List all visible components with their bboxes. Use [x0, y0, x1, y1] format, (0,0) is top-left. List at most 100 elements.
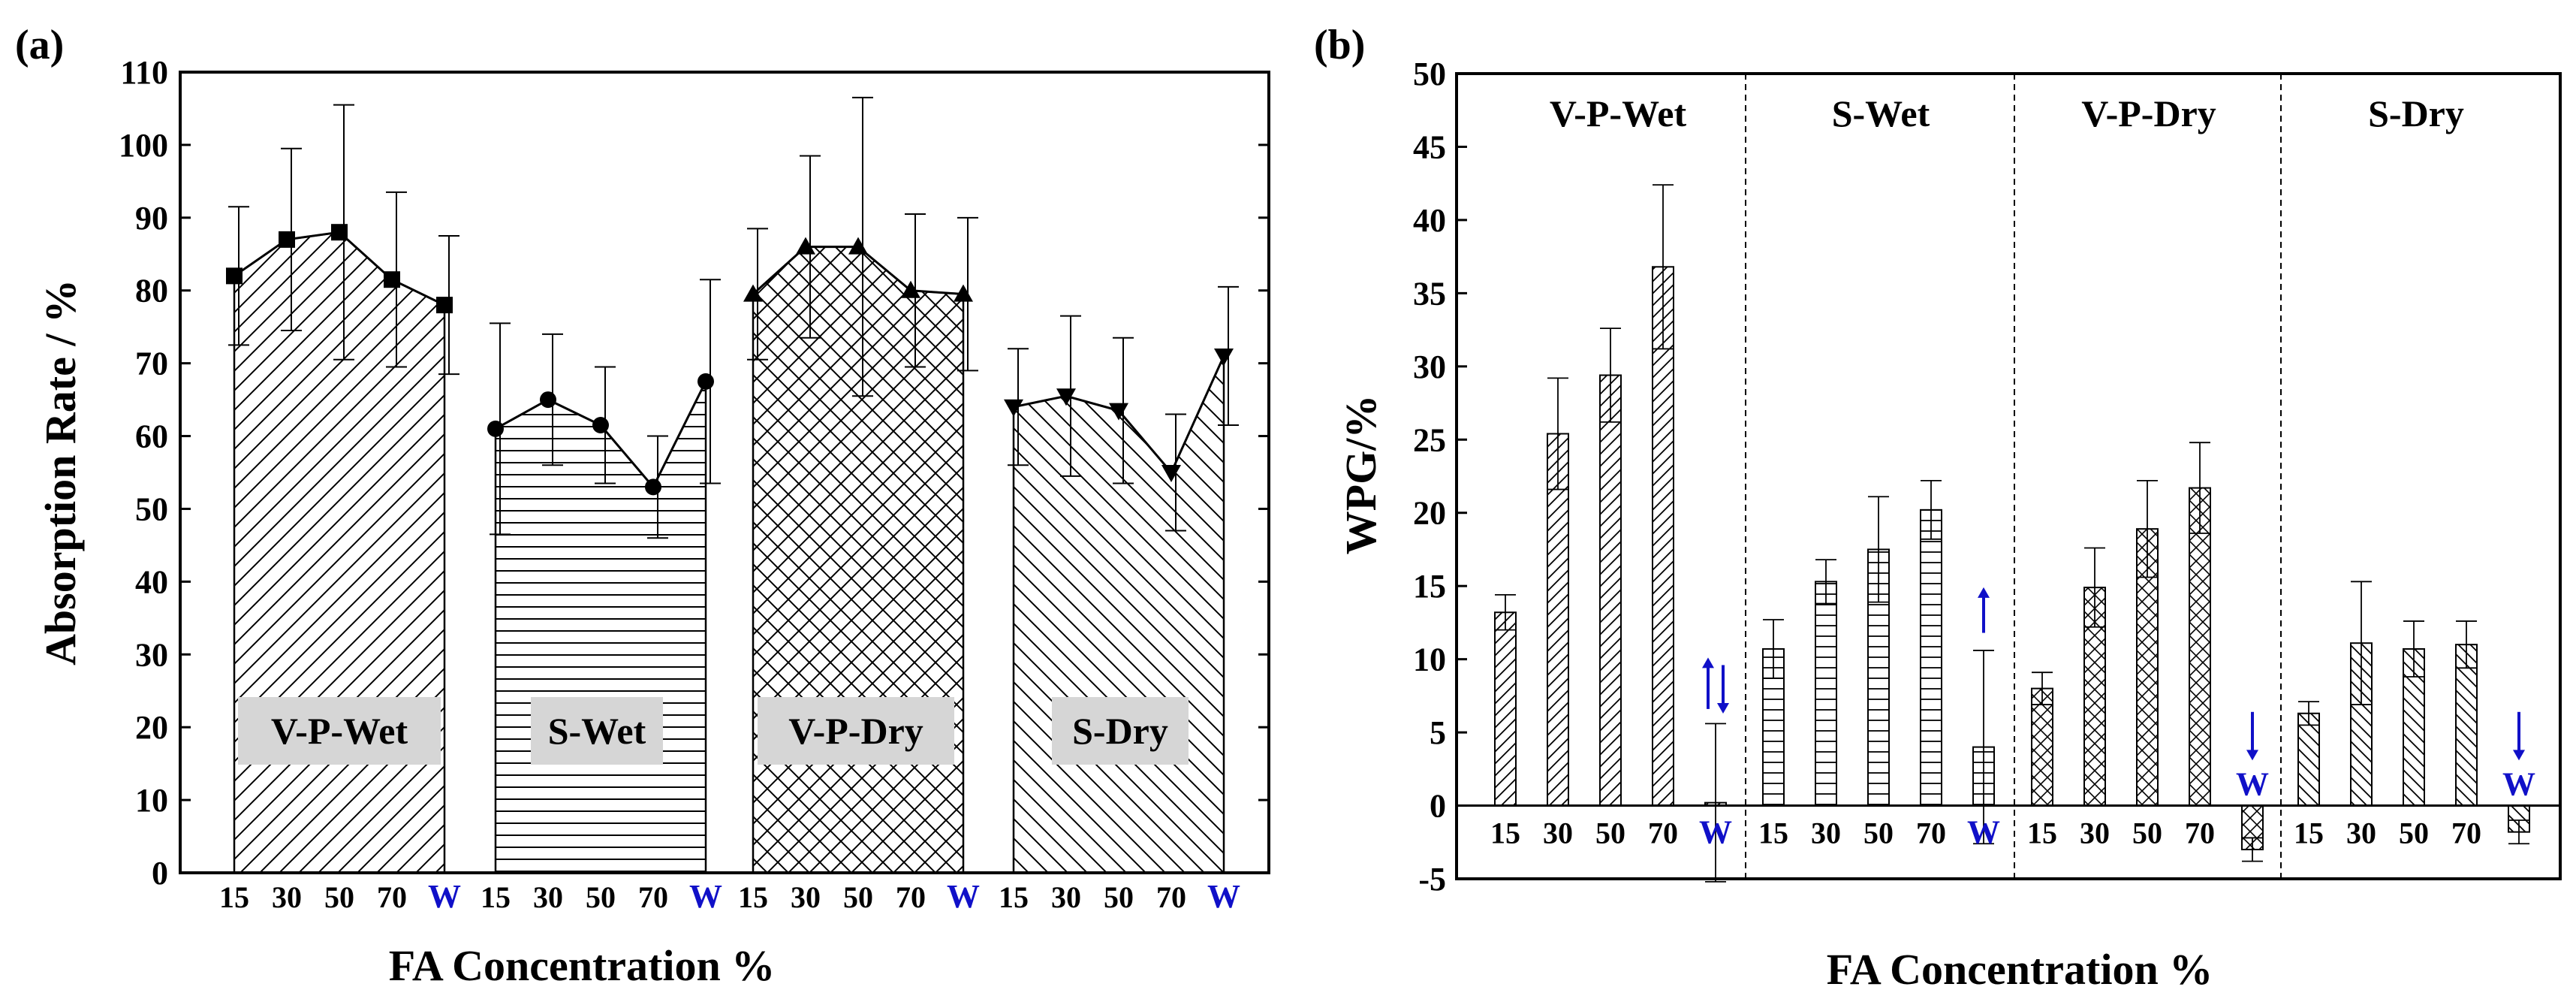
data-point-triangle-up	[954, 284, 973, 302]
y-tick-label: 30	[135, 636, 168, 673]
y-tick-label: 0	[1430, 788, 1446, 825]
area-v-p-dry	[752, 246, 965, 874]
group-label-s-wet: S-Wet	[548, 710, 646, 752]
x-tick-label: 70	[1648, 816, 1678, 850]
x-tick-label: 70	[2185, 816, 2215, 850]
y-tick-label: 10	[1413, 641, 1446, 678]
x-tick-label: W	[689, 878, 722, 915]
group-label-v-p-wet: V-P-Wet	[1550, 92, 1687, 134]
x-tick-label: W	[428, 878, 461, 915]
x-tick-label: 15	[738, 880, 768, 914]
group-label-s-wet: S-Wet	[1832, 92, 1930, 134]
x-tick-label: 50	[843, 880, 873, 914]
y-tick-label: 40	[1413, 202, 1446, 239]
data-point-triangle-down	[1161, 465, 1181, 482]
group-label-s-dry: S-Dry	[2368, 92, 2464, 134]
y-tick-label: 45	[1413, 128, 1446, 165]
group-label-box	[531, 697, 663, 765]
y-tick-label: -5	[1418, 861, 1446, 898]
data-point-triangle-up	[796, 237, 815, 255]
arrow-up-icon	[1702, 657, 1714, 669]
x-tick-label: 30	[1051, 880, 1081, 914]
x-tick-label: 30	[1811, 816, 1841, 850]
data-point-circle	[645, 478, 661, 496]
x-tick-label: 30	[2080, 816, 2110, 850]
plot-frame	[1455, 72, 2562, 880]
y-tick-label: 5	[1430, 714, 1446, 751]
x-tick-label-w: W	[2502, 766, 2535, 803]
arrow-down-icon	[2246, 750, 2258, 761]
x-tick-label: 30	[1543, 816, 1573, 850]
bar	[2455, 644, 2478, 807]
data-point-triangle-up	[848, 237, 868, 255]
y-tick-label: 90	[135, 200, 168, 237]
x-tick-label: 70	[1156, 880, 1186, 914]
panel-b-label: (b)	[1314, 22, 1365, 68]
x-tick-label: 70	[377, 880, 407, 914]
data-point-square	[384, 271, 400, 288]
x-axis-title: FA Concentration %	[1827, 945, 2213, 994]
x-tick-label: W	[1207, 878, 1240, 915]
data-point-square	[226, 267, 243, 285]
y-tick-label: 20	[135, 709, 168, 746]
x-tick-label: 15	[219, 880, 249, 914]
data-point-square	[279, 231, 295, 248]
group-label-box	[758, 697, 954, 765]
arrow-down-icon	[1717, 703, 1729, 714]
y-tick-label: 110	[120, 54, 168, 91]
x-tick-label: 50	[2132, 816, 2162, 850]
x-axis-title: FA Concentration %	[389, 941, 775, 990]
x-tick-label-w: W	[1967, 814, 2000, 851]
bar	[1815, 581, 1837, 807]
x-tick-label: 15	[481, 880, 511, 914]
y-tick-label: 60	[135, 418, 168, 455]
y-tick-label: 80	[135, 273, 168, 309]
arrow-down-icon	[2513, 750, 2525, 761]
group-label-v-p-dry: V-P-Dry	[788, 710, 923, 752]
bar	[2031, 687, 2053, 807]
area-v-p-wet	[233, 231, 446, 874]
data-point-circle	[540, 391, 556, 409]
x-tick-label-w: W	[1699, 814, 1732, 851]
y-tick-label: 35	[1413, 275, 1446, 312]
x-tick-label: 15	[2294, 816, 2324, 850]
data-point-triangle-down	[1214, 348, 1234, 366]
y-tick-label: 0	[152, 855, 168, 892]
arrow-up-icon	[1978, 587, 1990, 598]
y-tick-label: 70	[135, 346, 168, 382]
data-point-triangle-up	[901, 280, 920, 298]
x-tick-label: 50	[1863, 816, 1894, 850]
data-point-circle	[592, 417, 609, 434]
data-point-square	[436, 297, 453, 314]
x-tick-label: 50	[1104, 880, 1134, 914]
x-tick-label: 50	[1595, 816, 1625, 850]
data-point-triangle-up	[743, 284, 763, 302]
y-axis-title: WPG/%	[1336, 395, 1385, 555]
y-tick-label: 25	[1413, 421, 1446, 458]
area-s-dry	[1012, 355, 1225, 874]
x-tick-label: 15	[999, 880, 1029, 914]
group-label-box	[238, 697, 441, 765]
x-tick-label: W	[947, 878, 980, 915]
area-s-wet	[494, 381, 707, 874]
x-tick-label-w: W	[2236, 766, 2269, 803]
y-axis-title: Absorption Rate / %	[36, 279, 85, 665]
x-tick-label: 70	[1916, 816, 1946, 850]
plot-frame	[179, 71, 1270, 874]
y-tick-label: 40	[135, 563, 168, 600]
y-tick-label: 50	[1413, 56, 1446, 92]
x-tick-label: 30	[533, 880, 563, 914]
x-tick-label: 70	[638, 880, 668, 914]
group-label-v-p-dry: V-P-Dry	[2081, 92, 2216, 134]
bar	[2297, 712, 2320, 807]
chart-a: 15 30 50 70 W V-P-Wet 15 30 50 70 W S-Wet 15 30 50 70 W V…	[36, 54, 1270, 990]
data-point-square	[331, 224, 348, 241]
x-tick-label: 15	[2027, 816, 2057, 850]
y-tick-label: 100	[119, 127, 168, 164]
data-point-triangle-down	[1056, 388, 1076, 406]
x-tick-label: 50	[586, 880, 616, 914]
x-tick-label: 70	[2451, 816, 2481, 850]
x-tick-label: 50	[324, 880, 354, 914]
bar	[2189, 487, 2211, 807]
